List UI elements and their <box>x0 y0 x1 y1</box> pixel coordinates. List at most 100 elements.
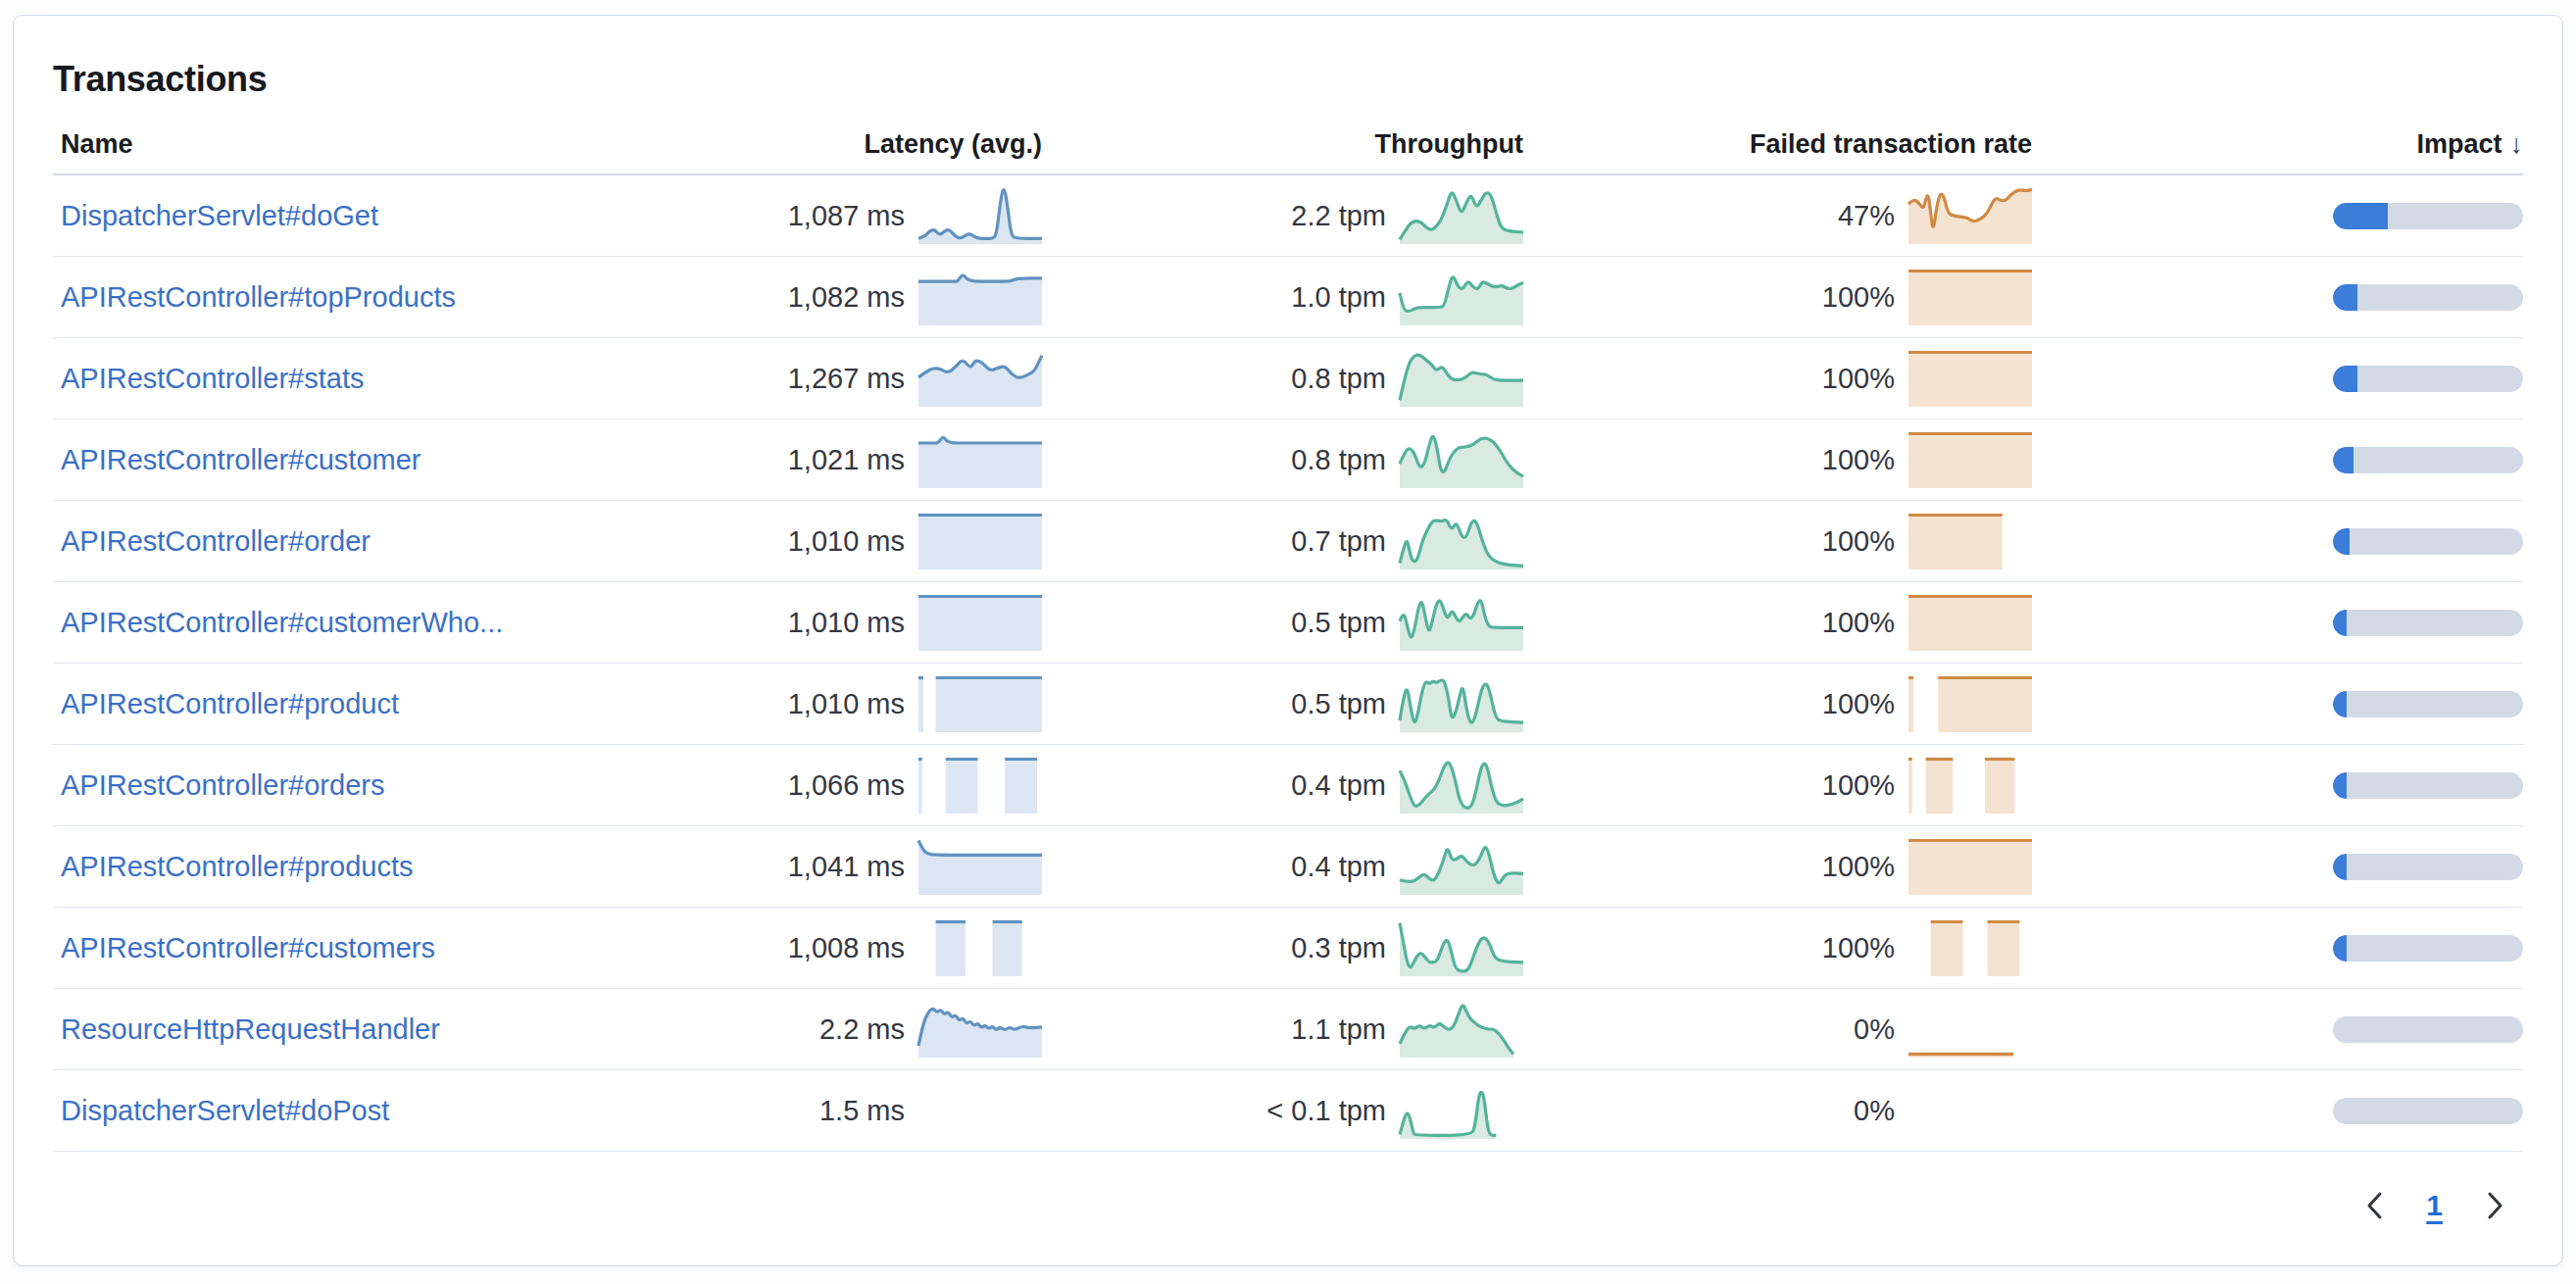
latency-value: 1,021 ms <box>669 444 905 476</box>
failed-rate-sparkline <box>1895 756 2032 815</box>
transaction-link[interactable]: APIRestController#product <box>53 688 669 720</box>
transactions-panel: Transactions Name Latency (avg.) Through… <box>13 15 2563 1266</box>
latency-sparkline <box>905 918 1042 977</box>
table-row: ResourceHttpRequestHandler 2.2 ms 1.1 tp… <box>53 989 2523 1070</box>
latency-value: 1,010 ms <box>669 607 905 639</box>
transaction-link[interactable]: DispatcherServlet#doPost <box>53 1095 669 1127</box>
impact-bar-fill <box>2333 284 2357 311</box>
failed-rate-sparkline <box>1895 186 2032 245</box>
throughput-value: 1.1 tpm <box>1042 1013 1386 1046</box>
impact-bar <box>2333 366 2523 392</box>
chevron-right-icon <box>2487 1191 2503 1220</box>
throughput-sparkline <box>1386 593 1523 652</box>
latency-value: 1.5 ms <box>669 1095 905 1127</box>
table-body: DispatcherServlet#doGet 1,087 ms 2.2 tpm… <box>53 175 2523 1152</box>
transaction-link[interactable]: APIRestController#customerWho... <box>53 607 669 639</box>
throughput-sparkline <box>1386 512 1523 570</box>
throughput-value: 1.0 tpm <box>1042 281 1386 314</box>
transaction-link[interactable]: APIRestController#customer <box>53 444 669 476</box>
impact-cell <box>2032 284 2523 311</box>
throughput-sparkline <box>1386 430 1523 489</box>
throughput-value: 0.5 tpm <box>1042 688 1386 720</box>
throughput-sparkline <box>1386 186 1523 245</box>
impact-bar <box>2333 284 2523 311</box>
impact-cell <box>2032 366 2523 392</box>
column-header-latency[interactable]: Latency (avg.) <box>669 129 1042 160</box>
next-page-button[interactable] <box>2472 1183 2517 1228</box>
column-header-impact[interactable]: Impact ↓ <box>2032 129 2523 160</box>
transaction-link[interactable]: ResourceHttpRequestHandler <box>53 1013 669 1046</box>
latency-sparkline <box>905 674 1042 733</box>
impact-cell <box>2032 447 2523 473</box>
failed-rate-value: 100% <box>1523 769 1895 802</box>
throughput-value: 2.2 tpm <box>1042 200 1386 232</box>
throughput-value: 0.4 tpm <box>1042 769 1386 802</box>
latency-sparkline <box>905 1081 1042 1140</box>
throughput-value: 0.4 tpm <box>1042 851 1386 883</box>
throughput-sparkline <box>1386 268 1523 326</box>
latency-sparkline <box>905 268 1042 326</box>
impact-cell <box>2032 528 2523 555</box>
throughput-value: 0.3 tpm <box>1042 932 1386 964</box>
failed-rate-sparkline <box>1895 837 2032 896</box>
failed-rate-value: 100% <box>1523 444 1895 476</box>
table-row: APIRestController#orders 1,066 ms 0.4 tp… <box>53 745 2523 826</box>
transaction-link[interactable]: APIRestController#orders <box>53 769 669 802</box>
transaction-link[interactable]: APIRestController#products <box>53 851 669 883</box>
failed-rate-value: 100% <box>1523 281 1895 314</box>
latency-value: 2.2 ms <box>669 1013 905 1046</box>
table-row: APIRestController#stats 1,267 ms 0.8 tpm… <box>53 338 2523 420</box>
latency-value: 1,010 ms <box>669 688 905 720</box>
transaction-link[interactable]: APIRestController#order <box>53 525 669 558</box>
transaction-link[interactable]: APIRestController#stats <box>53 363 669 395</box>
transaction-link[interactable]: DispatcherServlet#doGet <box>53 200 669 232</box>
impact-bar-fill <box>2333 528 2350 555</box>
table-header: Name Latency (avg.) Throughput Failed tr… <box>53 129 2523 175</box>
impact-cell <box>2032 203 2523 229</box>
impact-bar <box>2333 1016 2523 1043</box>
latency-value: 1,082 ms <box>669 281 905 314</box>
previous-page-button[interactable] <box>2352 1183 2397 1228</box>
latency-sparkline <box>905 837 1042 896</box>
latency-sparkline <box>905 756 1042 815</box>
table-row: APIRestController#customer 1,021 ms 0.8 … <box>53 420 2523 501</box>
table-row: DispatcherServlet#doGet 1,087 ms 2.2 tpm… <box>53 175 2523 257</box>
impact-cell <box>2032 772 2523 799</box>
impact-bar-fill <box>2333 203 2388 229</box>
impact-cell <box>2032 854 2523 880</box>
failed-rate-value: 0% <box>1523 1013 1895 1046</box>
impact-bar-fill <box>2333 935 2347 962</box>
impact-bar <box>2333 528 2523 555</box>
failed-rate-sparkline <box>1895 430 2032 489</box>
sort-descending-icon: ↓ <box>2510 129 2524 159</box>
throughput-sparkline <box>1386 1000 1523 1059</box>
failed-rate-sparkline <box>1895 268 2032 326</box>
column-header-throughput[interactable]: Throughput <box>1042 129 1523 160</box>
column-header-impact-label: Impact <box>2416 129 2502 159</box>
impact-bar <box>2333 447 2523 473</box>
transactions-page: Transactions Name Latency (avg.) Through… <box>0 0 2576 1284</box>
impact-bar <box>2333 1098 2523 1124</box>
table-row: APIRestController#product 1,010 ms 0.5 t… <box>53 664 2523 745</box>
panel-title: Transactions <box>53 59 2523 100</box>
latency-value: 1,008 ms <box>669 932 905 964</box>
throughput-value: 0.8 tpm <box>1042 444 1386 476</box>
impact-cell <box>2032 610 2523 636</box>
pagination: 1 <box>53 1177 2523 1234</box>
page-number-1[interactable]: 1 <box>2426 1189 2443 1222</box>
latency-value: 1,087 ms <box>669 200 905 232</box>
impact-bar <box>2333 935 2523 962</box>
impact-bar-fill <box>2333 691 2347 717</box>
throughput-sparkline <box>1386 674 1523 733</box>
latency-sparkline <box>905 430 1042 489</box>
failed-rate-sparkline <box>1895 512 2032 570</box>
transaction-link[interactable]: APIRestController#topProducts <box>53 281 669 314</box>
failed-rate-value: 100% <box>1523 363 1895 395</box>
latency-sparkline <box>905 512 1042 570</box>
failed-rate-value: 100% <box>1523 851 1895 883</box>
failed-rate-value: 100% <box>1523 607 1895 639</box>
column-header-failed-rate[interactable]: Failed transaction rate <box>1523 129 2032 160</box>
impact-bar <box>2333 854 2523 880</box>
throughput-sparkline <box>1386 837 1523 896</box>
transaction-link[interactable]: APIRestController#customers <box>53 932 669 964</box>
